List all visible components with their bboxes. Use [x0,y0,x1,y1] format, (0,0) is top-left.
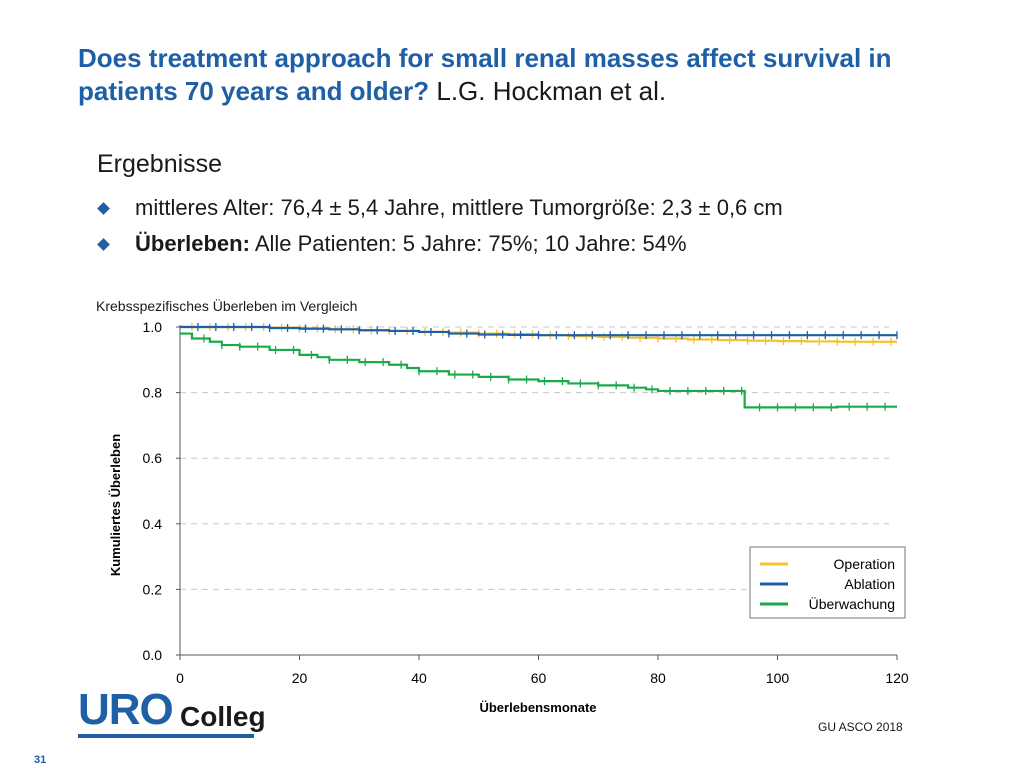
bullet-list: mittleres Alter: 76,4 ± 5,4 Jahre, mittl… [97,190,783,262]
x-tick-label: 20 [292,670,308,686]
x-tick-label: 40 [411,670,427,686]
slide-title: Does treatment approach for small renal … [78,42,978,108]
x-tick-label: 0 [176,670,184,686]
logo-colleg: Colleg [180,701,266,732]
y-tick-label: 0.4 [143,516,163,532]
x-tick-label: 120 [885,670,909,686]
y-tick-label: 0.8 [143,385,163,401]
y-axis-label: Kumuliertes Überleben [108,434,123,576]
bullet-item: mittleres Alter: 76,4 ± 5,4 Jahre, mittl… [97,190,783,226]
y-tick-labels: 0.0 0.2 0.4 0.6 0.8 1.0 [143,319,180,663]
section-heading: Ergebnisse [97,150,223,178]
source-note: GU ASCO 2018 [818,720,903,734]
chart-title: Krebsspezifisches Überleben im Vergleich [96,298,358,314]
x-tick-label: 100 [766,670,790,686]
chart-legend: Operation Ablation Überwachung [749,546,906,619]
y-tick-label: 1.0 [143,319,163,335]
bullet-item: Überleben: Alle Patienten: 5 Jahre: 75%;… [97,226,783,262]
logo-uro: URO [78,685,174,734]
chart-grid [180,326,889,590]
page-number: 31 [34,754,47,766]
y-tick-label: 0.6 [143,450,163,466]
bullet-text: mittleres Alter: 76,4 ± 5,4 Jahre, mittl… [135,195,783,220]
y-tick-label: 0.2 [143,581,163,597]
x-axis-label: Überlebensmonate [479,700,596,715]
legend-label: Überwachung [809,595,895,612]
logo-underline [78,734,254,738]
legend-label: Ablation [844,576,895,592]
censor-marks--berwachung [203,334,886,412]
x-tick-labels: 0 20 40 60 80 100 120 [176,655,909,686]
bullet-text: Alle Patienten: 5 Jahre: 75%; 10 Jahre: … [249,231,687,256]
slide-authors: L.G. Hockman et al. [436,76,667,106]
series-lines [180,323,898,412]
slide-title-text: Does treatment approach for small renal … [78,43,892,106]
censor-marks-ablation [197,323,898,340]
urocolleg-logo: URO Colleg [78,685,266,744]
y-tick-label: 0.0 [143,647,163,663]
bullet-bold: Überleben: [135,231,250,256]
series-line-ablation [180,325,897,337]
x-tick-label: 60 [531,670,547,686]
series-line--berwachung [180,332,897,409]
x-tick-label: 80 [650,670,666,686]
legend-label: Operation [834,556,895,572]
